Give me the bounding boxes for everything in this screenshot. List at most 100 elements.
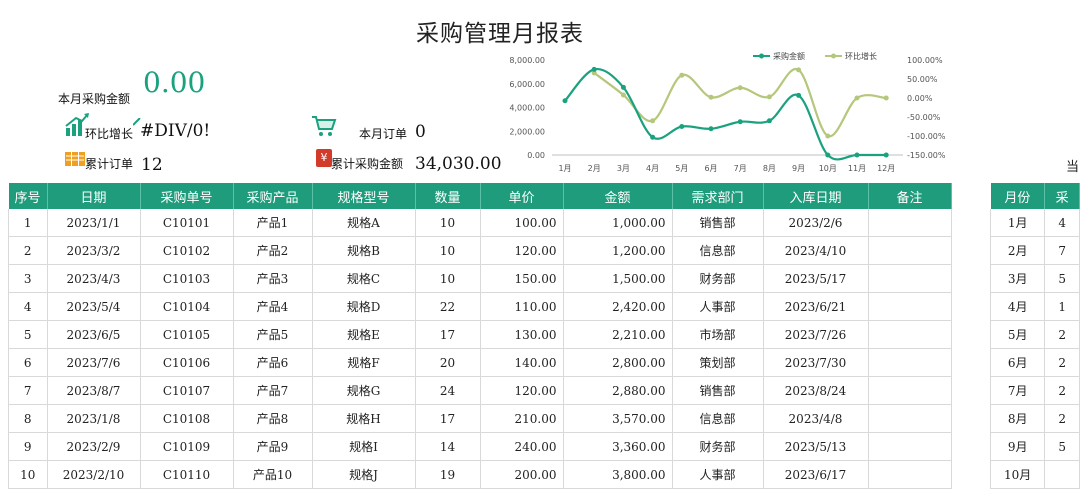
table-cell[interactable]	[868, 264, 952, 293]
column-header[interactable]: 单价	[480, 183, 564, 209]
side-table-row[interactable]: 1月 4	[989, 209, 1080, 237]
table-row[interactable]: 9 2023/2/9 C10109 产品9 规格I 14 240.00 3,360.00 财务部…	[8, 432, 952, 461]
table-cell[interactable]: 2023/5/13	[763, 432, 869, 461]
table-cell[interactable]: 人事部	[672, 460, 764, 489]
side-table-row[interactable]: 3月 5	[989, 264, 1080, 293]
table-cell[interactable]: 1,200.00	[563, 236, 673, 265]
table-cell[interactable]: C10106	[140, 348, 234, 377]
table-cell[interactable]: 规格E	[312, 320, 416, 349]
side-table-cell[interactable]: 2月	[989, 236, 1046, 265]
table-cell[interactable]: 10	[415, 236, 481, 265]
table-cell[interactable]	[868, 292, 952, 321]
table-cell[interactable]: 2023/3/2	[47, 236, 141, 265]
side-table-row[interactable]: 8月 2	[989, 404, 1080, 433]
side-table-cell[interactable]: 7月	[989, 376, 1046, 405]
table-cell[interactable]: 产品9	[233, 432, 313, 461]
table-cell[interactable]: 6	[8, 348, 48, 377]
table-cell[interactable]: 14	[415, 432, 481, 461]
side-column-header[interactable]: 采	[1044, 183, 1080, 209]
table-cell[interactable]: C10109	[140, 432, 234, 461]
table-cell[interactable]: 3,800.00	[563, 460, 673, 489]
table-cell[interactable]: 信息部	[672, 404, 764, 433]
table-cell[interactable]: 产品4	[233, 292, 313, 321]
side-table-cell[interactable]: 3月	[989, 264, 1046, 293]
table-cell[interactable]: 150.00	[480, 264, 564, 293]
table-cell[interactable]: 2023/2/9	[47, 432, 141, 461]
table-cell[interactable]: 策划部	[672, 348, 764, 377]
table-cell[interactable]: C10102	[140, 236, 234, 265]
table-cell[interactable]: 110.00	[480, 292, 564, 321]
table-cell[interactable]: C10104	[140, 292, 234, 321]
table-row[interactable]: 1 2023/1/1 C10101 产品1 规格A 10 100.00 1,000.00 销售部…	[8, 209, 952, 237]
table-cell[interactable]	[868, 404, 952, 433]
table-cell[interactable]: 22	[415, 292, 481, 321]
table-cell[interactable]	[868, 348, 952, 377]
table-cell[interactable]: 3	[8, 264, 48, 293]
table-cell[interactable]: 规格C	[312, 264, 416, 293]
table-cell[interactable]: 24	[415, 376, 481, 405]
table-cell[interactable]: 3,570.00	[563, 404, 673, 433]
side-table-row[interactable]: 9月 5	[989, 432, 1080, 461]
table-cell[interactable]: C10107	[140, 376, 234, 405]
table-cell[interactable]: 140.00	[480, 348, 564, 377]
table-cell[interactable]: C10103	[140, 264, 234, 293]
table-cell[interactable]: 2023/6/21	[763, 292, 869, 321]
side-table-cell[interactable]: 2	[1044, 376, 1080, 405]
table-cell[interactable]: 2023/7/6	[47, 348, 141, 377]
table-cell[interactable]: 19	[415, 460, 481, 489]
column-header[interactable]: 备注	[868, 183, 952, 209]
table-cell[interactable]: 17	[415, 404, 481, 433]
side-table-cell[interactable]: 2	[1044, 348, 1080, 377]
table-cell[interactable]: 120.00	[480, 236, 564, 265]
table-cell[interactable]: C10105	[140, 320, 234, 349]
table-cell[interactable]: 2023/2/10	[47, 460, 141, 489]
side-table-cell[interactable]: 1	[1044, 292, 1080, 321]
table-cell[interactable]: 9	[8, 432, 48, 461]
side-table-cell[interactable]: 7	[1044, 236, 1080, 265]
table-cell[interactable]	[868, 236, 952, 265]
table-cell[interactable]: 1,000.00	[563, 209, 673, 237]
table-cell[interactable]: 规格G	[312, 376, 416, 405]
side-column-header[interactable]: 月份	[990, 183, 1046, 209]
side-table-cell[interactable]: 5月	[989, 320, 1046, 349]
table-cell[interactable]: 信息部	[672, 236, 764, 265]
table-cell[interactable]: 2023/4/8	[763, 404, 869, 433]
table-cell[interactable]: 2023/6/5	[47, 320, 141, 349]
table-cell[interactable]: 1	[8, 209, 48, 237]
column-header[interactable]: 金额	[563, 183, 673, 209]
table-cell[interactable]: 2	[8, 236, 48, 265]
table-cell[interactable]: 20	[415, 348, 481, 377]
table-cell[interactable]: 规格I	[312, 432, 416, 461]
table-cell[interactable]: 3,360.00	[563, 432, 673, 461]
side-table-cell[interactable]: 2	[1044, 404, 1080, 433]
table-cell[interactable]	[868, 320, 952, 349]
table-cell[interactable]: 2023/4/3	[47, 264, 141, 293]
side-table-cell[interactable]: 5	[1044, 264, 1080, 293]
table-row[interactable]: 5 2023/6/5 C10105 产品5 规格E 17 130.00 2,210.00 市场部…	[8, 320, 952, 349]
table-cell[interactable]: 产品10	[233, 460, 313, 489]
table-cell[interactable]	[868, 460, 952, 489]
table-cell[interactable]: 1,500.00	[563, 264, 673, 293]
table-cell[interactable]: 2,210.00	[563, 320, 673, 349]
table-cell[interactable]: 120.00	[480, 376, 564, 405]
table-cell[interactable]: 规格A	[312, 209, 416, 237]
table-cell[interactable]: 财务部	[672, 432, 764, 461]
table-cell[interactable]: 2023/1/1	[47, 209, 141, 237]
side-table-cell[interactable]: 4月	[989, 292, 1046, 321]
column-header[interactable]: 序号	[8, 183, 48, 209]
table-cell[interactable]: 产品3	[233, 264, 313, 293]
table-cell[interactable]: 130.00	[480, 320, 564, 349]
table-cell[interactable]: 2,880.00	[563, 376, 673, 405]
side-table-cell[interactable]	[1044, 460, 1080, 489]
table-cell[interactable]: 2023/2/6	[763, 209, 869, 237]
side-table-row[interactable]: 5月 2	[989, 320, 1080, 349]
table-cell[interactable]: 产品2	[233, 236, 313, 265]
side-table-cell[interactable]: 9月	[989, 432, 1046, 461]
column-header[interactable]: 日期	[47, 183, 141, 209]
column-header[interactable]: 入库日期	[763, 183, 869, 209]
table-cell[interactable]: 财务部	[672, 264, 764, 293]
table-row[interactable]: 2 2023/3/2 C10102 产品2 规格B 10 120.00 1,200.00 信息部…	[8, 236, 952, 265]
table-cell[interactable]: 10	[8, 460, 48, 489]
table-cell[interactable]: C10101	[140, 209, 234, 237]
table-cell[interactable]: 2023/1/8	[47, 404, 141, 433]
